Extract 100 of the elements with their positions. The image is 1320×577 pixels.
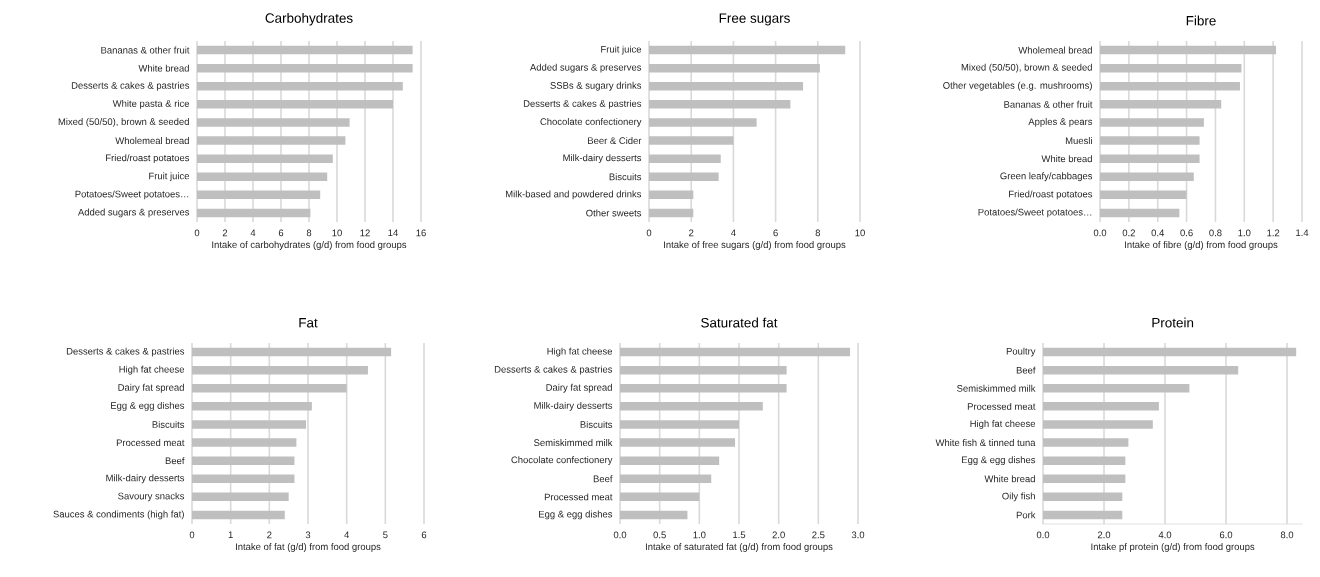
bar — [620, 420, 739, 429]
y-tick-label: Sauces & condiments (high fat) — [53, 510, 184, 520]
bar — [649, 118, 757, 127]
chart-title: Fat — [299, 318, 318, 328]
x-tick-label: 3 — [305, 531, 311, 539]
y-tick-label: Biscuits — [580, 420, 613, 428]
y-tick-label: White bread — [1041, 155, 1092, 163]
y-tick-label: Fried/roast potatoes — [1009, 190, 1093, 200]
bar — [620, 474, 712, 484]
bar — [197, 82, 403, 91]
bar — [649, 136, 734, 145]
x-tick-label: 0.0 — [1093, 229, 1107, 237]
y-tick-label: Other vegetables (e.g. mushrooms) — [943, 81, 1092, 91]
bar — [1043, 420, 1153, 429]
x-tick-label: 8 — [815, 229, 821, 237]
y-tick-label: SSBs & sugary drinks — [550, 81, 642, 91]
x-tick-label: 1.4 — [1296, 229, 1309, 237]
y-tick-label: Desserts & cakes & pastries — [71, 81, 190, 91]
y-tick-label: Beef — [1016, 366, 1036, 374]
bar — [192, 492, 289, 502]
y-tick-label: Mixed (50/50), brown & seeded — [961, 63, 1092, 73]
x-axis-title: Intake of fibre (g/d) from food groups — [1125, 241, 1278, 250]
y-tick-label: Milk-dairy desserts — [534, 401, 613, 411]
y-tick-label: White fish & tinned tuna — [935, 439, 1036, 447]
bar — [620, 402, 763, 411]
bar — [620, 347, 851, 357]
y-tick-label: Dairy fat spread — [546, 383, 612, 393]
y-tick-label: Fruit juice — [149, 172, 190, 182]
y-tick-label: Wholemeal bread — [115, 137, 189, 145]
bar — [192, 510, 285, 520]
y-tick-label: Beef — [165, 457, 185, 465]
y-tick-label: Bananas & other fruit — [101, 46, 190, 54]
bar — [192, 384, 347, 393]
y-tick-label: High fat cheese — [119, 365, 185, 375]
x-tick-label: 0 — [194, 229, 200, 237]
x-tick-label: 3.0 — [851, 531, 865, 539]
chart-title: Fibre — [1186, 15, 1216, 26]
bar — [1043, 492, 1123, 502]
bar — [192, 438, 297, 447]
x-tick-label: 0 — [189, 531, 195, 539]
y-tick-label: Mixed (50/50), brown & seeded — [58, 118, 189, 127]
bar — [192, 420, 307, 429]
x-axis-title: Intake of saturated fat (g/d) from food groups — [645, 543, 833, 552]
bar — [1100, 208, 1180, 218]
chart-title: Saturated fat — [701, 317, 778, 328]
x-tick-label: 0.0 — [1036, 531, 1050, 539]
chart-title: Carbohydrates — [265, 12, 353, 26]
x-tick-label: 6 — [421, 531, 427, 539]
x-axis-title: Intake of carbohydrates (g/d) from food groups — [212, 241, 407, 250]
y-tick-label: Potatoes/Sweet potatoes… — [75, 190, 189, 200]
bar — [649, 154, 721, 163]
y-tick-label: Desserts & cakes & pastries — [66, 347, 185, 357]
bar — [649, 45, 846, 55]
bar — [1043, 402, 1159, 411]
x-tick-label: 1.5 — [733, 531, 746, 539]
bar — [1043, 510, 1123, 520]
bar — [620, 456, 720, 465]
bar — [197, 190, 321, 200]
x-tick-label: 10 — [855, 229, 865, 237]
x-tick-label: 1.2 — [1267, 229, 1280, 237]
y-tick-label: Poultry — [1006, 347, 1036, 357]
x-tick-label: 1.0 — [1238, 229, 1251, 237]
x-tick-label: 0.2 — [1122, 229, 1135, 237]
y-tick-label: Dairy fat spread — [118, 383, 184, 393]
x-tick-label: 2 — [267, 531, 272, 539]
bar — [197, 154, 333, 163]
bar — [1043, 438, 1129, 447]
bar — [197, 136, 346, 145]
x-tick-label: 1.0 — [693, 531, 706, 539]
bar — [1100, 118, 1204, 127]
y-tick-label: Potatoes/Sweet potatoes… — [978, 208, 1092, 218]
y-tick-label: Added sugars & preserves — [529, 63, 642, 73]
x-tick-label: 6 — [773, 229, 778, 237]
bar — [1043, 365, 1239, 375]
y-tick-label: Desserts & cakes & pastries — [494, 365, 613, 375]
bar — [1043, 456, 1126, 465]
y-tick-label: Fried/roast potatoes — [106, 154, 190, 164]
y-tick-label: Milk-dairy desserts — [563, 154, 642, 164]
x-tick-label: 6.0 — [1219, 531, 1233, 539]
y-tick-label: Biscuits — [609, 173, 642, 181]
bar — [197, 172, 328, 181]
x-tick-label: 6 — [278, 229, 284, 237]
x-tick-label: 4.0 — [1158, 531, 1172, 539]
x-tick-label: 0.0 — [613, 531, 627, 539]
y-tick-label: Savoury snacks — [118, 492, 185, 502]
bar — [1100, 100, 1222, 109]
bar — [197, 63, 413, 73]
bar — [192, 474, 295, 484]
bar — [1100, 63, 1242, 73]
bar — [620, 365, 787, 375]
y-tick-label: White bread — [138, 64, 189, 72]
y-tick-label: Processed meat — [544, 493, 613, 501]
y-tick-label: Milk-based and powdered drinks — [506, 190, 642, 200]
y-tick-label: High fat cheese — [970, 420, 1036, 429]
x-tick-label: 5 — [383, 531, 388, 539]
bar — [649, 82, 804, 91]
bar — [1100, 190, 1187, 200]
x-tick-label: 0.8 — [1209, 229, 1222, 237]
y-tick-label: Processed meat — [116, 439, 185, 447]
x-tick-label: 2.0 — [1097, 531, 1111, 539]
